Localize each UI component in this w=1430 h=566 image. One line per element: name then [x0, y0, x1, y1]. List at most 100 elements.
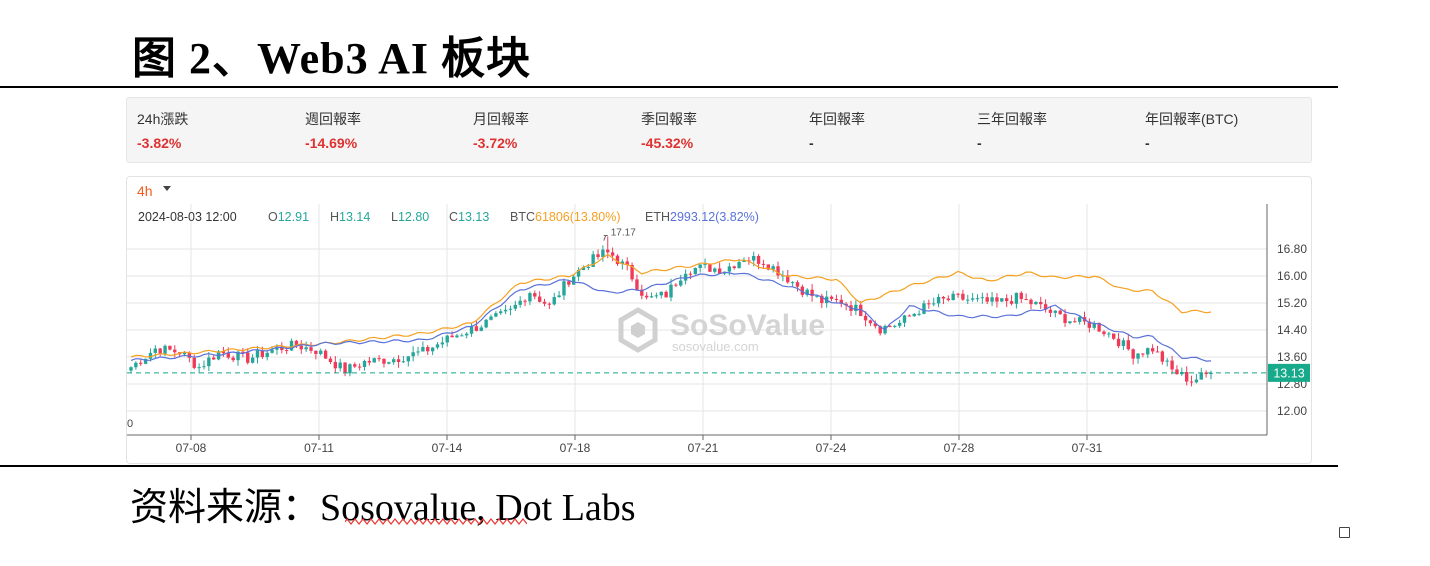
- candle-body: [1097, 323, 1101, 332]
- candle-body: [1068, 321, 1072, 324]
- candle-body: [392, 359, 396, 363]
- candle-body: [1126, 340, 1130, 350]
- candle-body: [1063, 314, 1067, 324]
- chevron-down-icon[interactable]: [163, 186, 171, 191]
- candle-body: [260, 350, 265, 357]
- legend-low: L12.80: [391, 210, 429, 224]
- stat-label: 月回報率: [473, 111, 529, 127]
- candle-body: [674, 284, 678, 286]
- stat-yearly-return: 年回報率 -: [799, 98, 959, 162]
- candle-body: [1029, 299, 1033, 305]
- candle-body: [163, 345, 167, 354]
- candle-body: [479, 327, 483, 331]
- candle-body: [1073, 321, 1077, 323]
- candle-body: [1092, 323, 1096, 328]
- candle-body: [187, 352, 192, 358]
- candle-body: [460, 335, 464, 337]
- watermark: SoSoValue sosovalue.com: [618, 307, 825, 354]
- candle-body: [1189, 381, 1194, 383]
- candle-body: [450, 335, 454, 338]
- candle-body: [980, 297, 985, 299]
- timeframe-selector[interactable]: 4h: [137, 183, 153, 199]
- stat-label: 三年回報率: [977, 111, 1047, 127]
- candle-body: [182, 352, 187, 355]
- stat-label: 週回報率: [305, 111, 361, 127]
- candle-body: [299, 345, 303, 350]
- candle-body: [464, 333, 469, 336]
- candle-body: [484, 319, 488, 328]
- close-value: 13.13: [458, 210, 489, 224]
- y-tick-label: 14.40: [1277, 323, 1307, 337]
- candle-body: [552, 297, 556, 305]
- candle-body: [630, 264, 634, 280]
- candle-body: [1112, 333, 1116, 339]
- btc-value: 61806(13.80%): [535, 210, 620, 224]
- candle-body: [1170, 360, 1174, 370]
- y-tick-label: 12.00: [1277, 404, 1307, 418]
- candle-body: [289, 340, 294, 351]
- open-value: 12.91: [278, 210, 309, 224]
- candle-body: [868, 320, 873, 324]
- resize-handle-icon[interactable]: [1339, 527, 1350, 538]
- candle-body: [766, 264, 770, 270]
- stat-weekly-return: 週回報率 -14.69%: [295, 98, 455, 162]
- candle-body: [319, 350, 323, 354]
- candle-body: [922, 303, 926, 314]
- legend-btc: BTC61806(13.80%): [510, 210, 620, 224]
- candle-body: [377, 358, 381, 360]
- candle-body: [333, 361, 338, 369]
- candle-body: [669, 284, 673, 298]
- candle-body: [975, 298, 980, 300]
- candle-body: [810, 289, 814, 296]
- candle-body: [1175, 369, 1179, 375]
- price-chart[interactable]: SoSoValue sosovalue.com 16.80 16.00 15.20 1…: [126, 176, 1312, 464]
- candle-body: [523, 300, 527, 302]
- x-tick-label: 07-11: [304, 441, 334, 455]
- stat-value: -: [809, 135, 814, 151]
- x-tick-label: 07-24: [816, 441, 847, 455]
- candle-body: [800, 286, 805, 295]
- candle-body: [820, 295, 824, 304]
- stat-yearly-return-btc: 年回報率(BTC) -: [1135, 98, 1295, 162]
- candle-body: [902, 315, 907, 323]
- candle-body: [294, 340, 299, 346]
- candle-body: [309, 347, 313, 351]
- candle-body: [1136, 353, 1140, 359]
- stat-value: -: [977, 135, 982, 151]
- candle-body: [323, 350, 328, 359]
- watermark-site: sosovalue.com: [672, 339, 759, 354]
- watermark-brand: SoSoValue: [670, 309, 825, 342]
- candle-body: [445, 335, 449, 343]
- candle-body: [756, 255, 761, 264]
- candle-body: [435, 344, 440, 348]
- candle-body: [873, 323, 878, 327]
- open-label: O: [268, 210, 278, 224]
- candle-body: [1102, 331, 1106, 335]
- candle-body: [158, 348, 162, 354]
- candle-body: [601, 249, 605, 258]
- candle-body: [1146, 348, 1150, 355]
- candle-body: [995, 297, 999, 302]
- y-tick-label: 13.60: [1277, 350, 1307, 364]
- candle-body: [679, 280, 683, 286]
- candle-body: [148, 352, 153, 359]
- top-rule: [0, 86, 1338, 88]
- stat-value: -14.69%: [305, 135, 358, 151]
- candle-body: [951, 293, 955, 301]
- sosovalue-logo-icon: [618, 307, 658, 353]
- candle-body: [528, 293, 532, 302]
- candle-body: [990, 297, 994, 302]
- candle-body: [625, 261, 629, 265]
- candle-body: [620, 261, 625, 265]
- candle-body: [284, 350, 289, 352]
- candle-body: [839, 299, 843, 304]
- legend-open: O12.91: [268, 210, 309, 224]
- candle-body: [703, 263, 707, 265]
- stat-value: -3.72%: [473, 135, 518, 151]
- candle-body: [713, 268, 717, 272]
- candle-body: [499, 311, 503, 314]
- close-label: C: [449, 210, 458, 224]
- candle-body: [1000, 298, 1004, 302]
- figure-title: 图 2、Web3 AI 板块: [132, 34, 532, 83]
- candle-body: [1009, 301, 1014, 304]
